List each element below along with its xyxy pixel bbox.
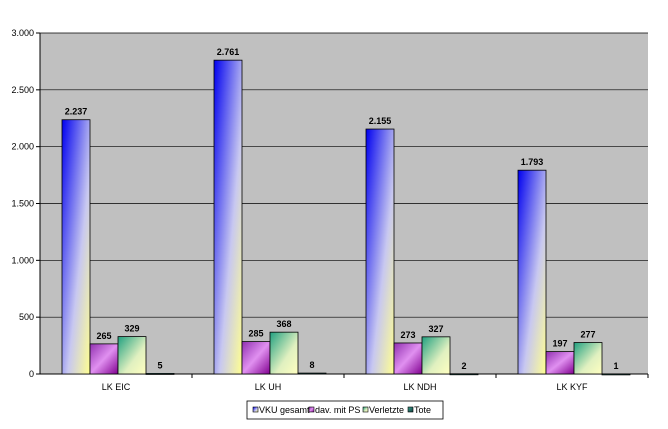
legend	[246, 400, 444, 420]
bar	[213, 59, 243, 375]
category-label: LK NDH	[403, 382, 436, 392]
data-label: 5	[157, 360, 162, 370]
data-label: 2.237	[65, 107, 88, 117]
bar	[393, 342, 423, 375]
bar	[61, 119, 91, 375]
category-label: LK EIC	[102, 382, 131, 392]
data-label: 1.793	[521, 157, 544, 167]
y-tick-label: 1.000	[11, 255, 34, 265]
bar	[573, 342, 603, 375]
y-tick-label: 2.000	[11, 142, 34, 152]
bar	[517, 169, 547, 375]
y-tick-label: 3.000	[11, 28, 34, 38]
data-label: 368	[276, 319, 291, 329]
data-label: 285	[248, 329, 263, 339]
data-label: 1	[613, 361, 618, 371]
bar	[269, 331, 299, 375]
data-label: 273	[400, 330, 415, 340]
bar	[545, 351, 575, 375]
bar	[145, 373, 175, 375]
category-label: LK KYF	[556, 382, 588, 392]
bar	[241, 341, 271, 375]
data-label: 197	[552, 339, 567, 349]
y-tick-label: 500	[19, 312, 34, 322]
legend-swatch	[308, 406, 315, 413]
legend-swatch	[407, 406, 414, 413]
data-label: 2.761	[217, 47, 240, 57]
bar	[365, 128, 395, 375]
category-label: LK UH	[255, 382, 282, 392]
y-tick-label: 1.500	[11, 199, 34, 209]
data-label: 329	[124, 324, 139, 334]
legend-swatch	[362, 406, 369, 413]
legend-swatch	[252, 406, 259, 413]
legend-label: Tote	[414, 405, 431, 415]
data-label: 265	[96, 331, 111, 341]
data-label: 2.155	[369, 116, 392, 126]
data-label: 8	[309, 360, 314, 370]
data-label: 2	[461, 361, 466, 371]
bar	[601, 373, 631, 376]
bar	[89, 343, 119, 375]
y-tick-label: 0	[29, 369, 34, 379]
legend-label: VKU gesamt	[259, 405, 310, 415]
bar	[449, 373, 479, 376]
data-label: 277	[580, 330, 595, 340]
legend-label: dav. mit PS	[315, 405, 360, 415]
data-label: 327	[428, 324, 443, 334]
y-tick-label: 2.500	[11, 85, 34, 95]
legend-label: Verletzte	[369, 405, 404, 415]
bar	[117, 336, 147, 375]
bar	[297, 372, 327, 375]
bar	[421, 336, 451, 375]
